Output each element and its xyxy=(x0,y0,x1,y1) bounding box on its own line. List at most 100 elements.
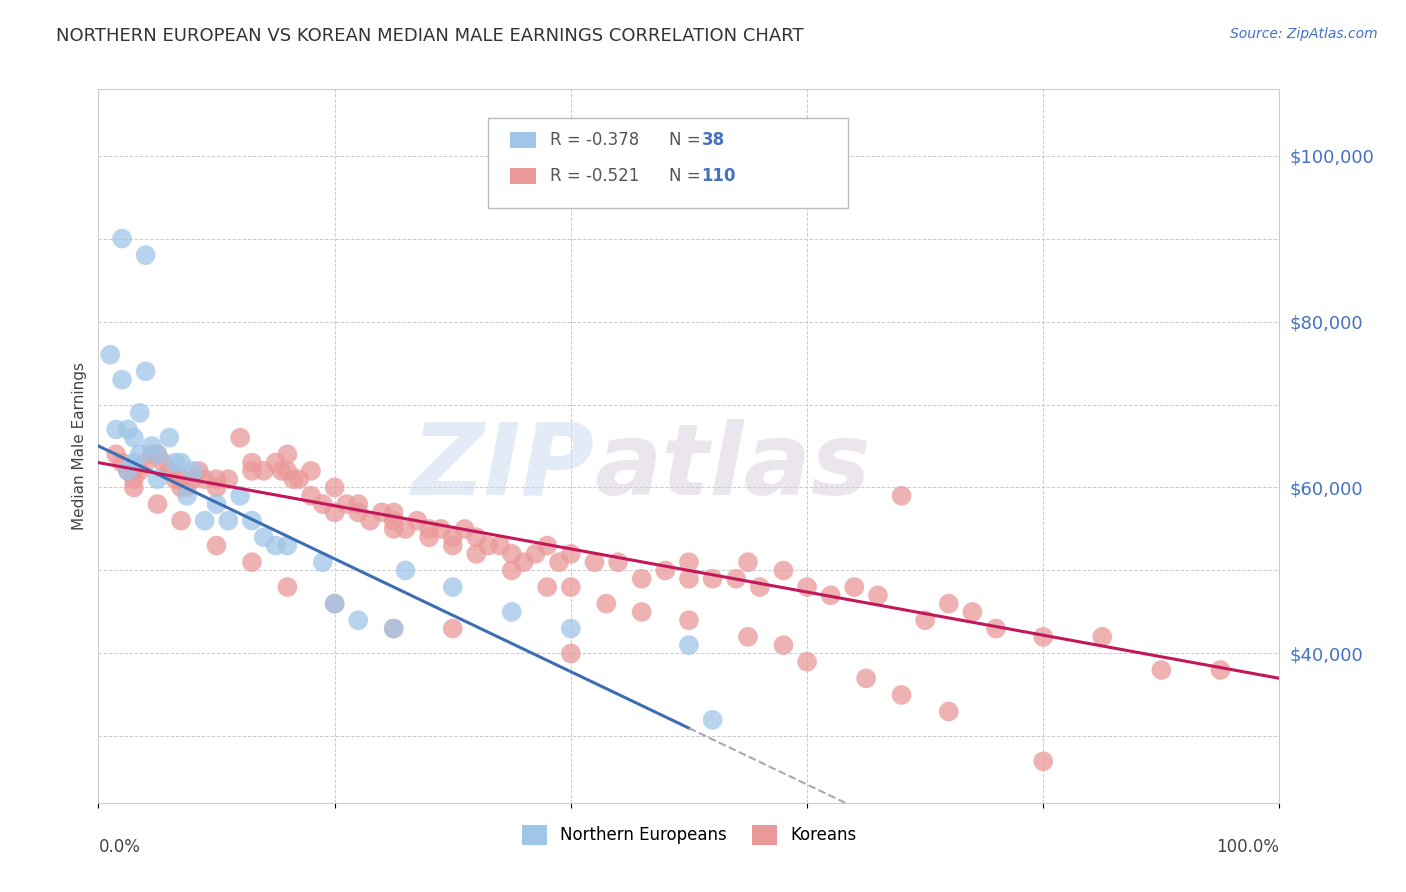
Point xyxy=(152,456,174,470)
Point xyxy=(240,464,263,478)
Point xyxy=(299,489,322,503)
Text: 38: 38 xyxy=(702,131,724,149)
Point xyxy=(866,588,889,602)
Point xyxy=(122,456,145,470)
Point xyxy=(737,555,759,569)
Point xyxy=(382,505,405,519)
Point xyxy=(146,447,169,461)
Point xyxy=(654,564,676,578)
Text: atlas: atlas xyxy=(595,419,870,516)
Point xyxy=(276,539,298,553)
Point xyxy=(253,464,276,478)
Point xyxy=(630,605,652,619)
Point xyxy=(146,447,169,461)
Point xyxy=(772,564,794,578)
Point xyxy=(548,555,571,569)
Point xyxy=(560,547,582,561)
Point xyxy=(796,655,818,669)
Point xyxy=(512,555,534,569)
Point xyxy=(418,530,440,544)
Point xyxy=(194,472,217,486)
Point xyxy=(347,613,370,627)
Point xyxy=(217,514,239,528)
Point xyxy=(187,464,209,478)
Point xyxy=(323,597,346,611)
Point xyxy=(283,472,305,486)
Point xyxy=(205,481,228,495)
Point xyxy=(299,464,322,478)
Point xyxy=(453,522,475,536)
Point xyxy=(240,456,263,470)
Point xyxy=(111,231,134,245)
Point xyxy=(141,439,163,453)
Point xyxy=(323,481,346,495)
Point xyxy=(536,580,558,594)
Point xyxy=(382,622,405,636)
Point xyxy=(501,564,523,578)
Point xyxy=(111,456,134,470)
Point xyxy=(240,555,263,569)
Point xyxy=(323,597,346,611)
Point xyxy=(382,522,405,536)
Point xyxy=(135,248,157,262)
Point xyxy=(229,489,252,503)
Point xyxy=(938,705,960,719)
Point xyxy=(702,572,724,586)
Point xyxy=(122,481,145,495)
Point xyxy=(418,522,440,536)
Point xyxy=(170,481,193,495)
Point xyxy=(1032,754,1054,768)
Point xyxy=(194,514,217,528)
Point xyxy=(441,580,464,594)
Point xyxy=(820,588,842,602)
Point xyxy=(264,539,287,553)
Point xyxy=(176,489,198,503)
Text: 110: 110 xyxy=(702,167,737,185)
Text: 0.0%: 0.0% xyxy=(98,838,141,856)
Text: R = -0.521: R = -0.521 xyxy=(550,167,640,185)
Point xyxy=(583,555,606,569)
Point xyxy=(323,505,346,519)
Point xyxy=(914,613,936,627)
Text: R = -0.378: R = -0.378 xyxy=(550,131,638,149)
Point xyxy=(737,630,759,644)
Point xyxy=(678,638,700,652)
Point xyxy=(276,447,298,461)
Point xyxy=(477,539,499,553)
Point xyxy=(312,555,335,569)
Point xyxy=(441,530,464,544)
Point xyxy=(276,580,298,594)
Point xyxy=(489,539,512,553)
Point xyxy=(725,572,748,586)
Point xyxy=(176,481,198,495)
Y-axis label: Median Male Earnings: Median Male Earnings xyxy=(72,362,87,530)
Point xyxy=(117,464,139,478)
Point xyxy=(135,364,157,378)
Point xyxy=(796,580,818,594)
Point xyxy=(111,373,134,387)
Point xyxy=(406,514,429,528)
Point xyxy=(181,464,204,478)
Point xyxy=(702,713,724,727)
Point xyxy=(122,464,145,478)
Point xyxy=(678,572,700,586)
Point xyxy=(855,671,877,685)
Point xyxy=(270,464,292,478)
Point xyxy=(98,348,121,362)
Point xyxy=(962,605,984,619)
Point xyxy=(394,522,416,536)
Text: N =: N = xyxy=(669,167,706,185)
Point xyxy=(217,472,239,486)
Point xyxy=(170,472,193,486)
Point xyxy=(146,472,169,486)
Point xyxy=(347,505,370,519)
Point xyxy=(560,580,582,594)
Point xyxy=(371,505,394,519)
Point xyxy=(607,555,630,569)
Point xyxy=(288,472,311,486)
Point xyxy=(938,597,960,611)
Point xyxy=(630,572,652,586)
Point xyxy=(165,472,187,486)
Point xyxy=(890,489,912,503)
Text: ZIP: ZIP xyxy=(412,419,595,516)
